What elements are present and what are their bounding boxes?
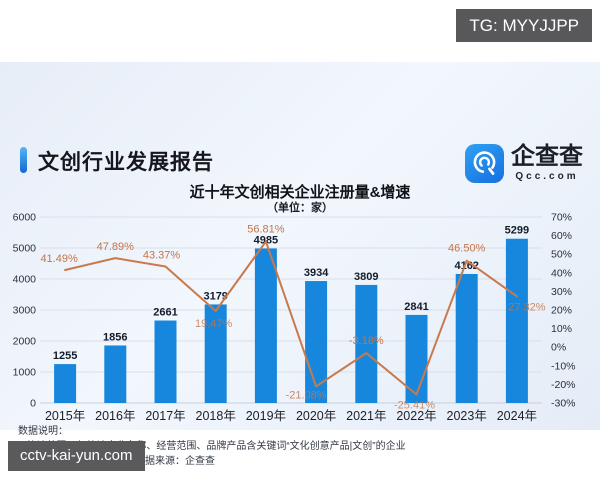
bar-value-label: 1856 bbox=[103, 331, 127, 343]
registration-bar bbox=[204, 304, 227, 403]
category-label: 2020年 bbox=[296, 409, 336, 423]
telegram-watermark-badge: TG: MYYJJPP bbox=[456, 9, 592, 42]
right-axis-tick-label: 40% bbox=[551, 267, 572, 279]
left-axis-tick-label: 2000 bbox=[13, 336, 37, 348]
growth-percent-label: -3.18% bbox=[349, 335, 384, 347]
notes-heading: 数据说明： bbox=[18, 426, 68, 437]
growth-percent-label: 19.47% bbox=[195, 318, 233, 330]
left-axis-tick-label: 1000 bbox=[13, 367, 37, 379]
right-axis-tick-label: 20% bbox=[551, 305, 572, 317]
report-card: 文创行业发展报告 企查查 Qcc.com 近十年文创相关企业注册量&增速 （单位… bbox=[0, 62, 600, 467]
right-axis-tick-label: 0% bbox=[551, 342, 566, 354]
category-label: 2021年 bbox=[346, 409, 386, 423]
registration-bar bbox=[405, 314, 428, 403]
right-axis-tick-label: 60% bbox=[551, 230, 572, 242]
category-label: 2019年 bbox=[246, 409, 286, 423]
bar-line-chart: 6000 5000 4000 3000 2000 1000 0 70% 60% 50% 40% 30%… bbox=[13, 212, 576, 424]
left-axis-tick-label: 3000 bbox=[13, 305, 37, 317]
bar-value-label: 4162 bbox=[454, 260, 478, 272]
growth-percent-label: 47.89% bbox=[97, 241, 135, 253]
registration-bar bbox=[455, 273, 478, 403]
right-axis-tick-label: -10% bbox=[551, 360, 576, 372]
registration-bar bbox=[154, 320, 177, 403]
bar-value-label: 3934 bbox=[304, 267, 329, 279]
qcc-logo-icon bbox=[465, 144, 504, 183]
growth-percent-label: -21.08% bbox=[286, 389, 327, 401]
growth-percent-label: 41.49% bbox=[40, 253, 78, 265]
growth-percent-label: 43.37% bbox=[143, 250, 181, 262]
bar-value-label: 3179 bbox=[203, 290, 227, 302]
category-label: 2015年 bbox=[45, 409, 85, 423]
report-title: 文创行业发展报告 bbox=[38, 151, 214, 174]
left-axis-tick-label: 6000 bbox=[13, 212, 37, 224]
registration-bar bbox=[355, 284, 378, 403]
category-label: 2018年 bbox=[196, 409, 236, 423]
bar-value-label: 3809 bbox=[354, 271, 378, 283]
registration-bar bbox=[54, 364, 77, 403]
right-axis-tick-label: 70% bbox=[551, 212, 572, 224]
notes-line-1: 1.统计范围：仅统计企业名称、经营范围、品牌产品含关键词“文化创意产品|文创”的… bbox=[18, 441, 406, 452]
growth-percent-label: 56.81% bbox=[247, 224, 285, 236]
registration-bar bbox=[104, 345, 127, 403]
category-label: 2016年 bbox=[95, 409, 135, 423]
chart-subtitle: （单位：家） bbox=[267, 202, 333, 214]
growth-percent-label: 27.32% bbox=[508, 301, 546, 313]
bar-value-label: 1255 bbox=[53, 350, 77, 362]
category-label: 2022年 bbox=[396, 409, 436, 423]
right-axis-tick-label: -30% bbox=[551, 398, 576, 410]
growth-percent-label: -25.41% bbox=[394, 399, 435, 411]
category-label: 2024年 bbox=[497, 409, 537, 423]
bar-value-label: 5299 bbox=[505, 225, 529, 237]
category-label: 2017年 bbox=[145, 409, 185, 423]
right-axis-tick-label: 10% bbox=[551, 323, 572, 335]
qcc-logo-name: 企查查 bbox=[511, 143, 583, 170]
qcc-logo-domain: Qcc.com bbox=[515, 171, 579, 182]
qcc-logo-text: 企查查 Qcc.com bbox=[511, 143, 583, 183]
right-axis-tick-label: 30% bbox=[551, 286, 572, 298]
left-axis-tick-label: 0 bbox=[30, 398, 36, 410]
left-axis-tick-label: 5000 bbox=[13, 243, 37, 255]
bar-value-label: 2841 bbox=[404, 301, 428, 313]
registration-bar bbox=[254, 248, 277, 403]
growth-percent-label: 46.50% bbox=[448, 243, 486, 255]
right-axis-tick-label: 50% bbox=[551, 249, 572, 261]
site-watermark: cctv-kai-yun.com bbox=[8, 441, 145, 471]
growth-line bbox=[64, 240, 518, 396]
title-accent-bar bbox=[20, 147, 27, 173]
left-axis-tick-label: 4000 bbox=[13, 274, 37, 286]
category-label: 2023年 bbox=[447, 409, 487, 423]
qcc-logo: 企查查 Qcc.com bbox=[465, 144, 583, 183]
chart-title: 近十年文创相关企业注册量&增速 bbox=[189, 184, 411, 201]
bar-value-label: 4985 bbox=[254, 234, 278, 246]
registration-bar bbox=[505, 238, 528, 403]
bar-value-label: 2661 bbox=[153, 307, 177, 319]
right-axis-tick-label: -20% bbox=[551, 379, 576, 391]
